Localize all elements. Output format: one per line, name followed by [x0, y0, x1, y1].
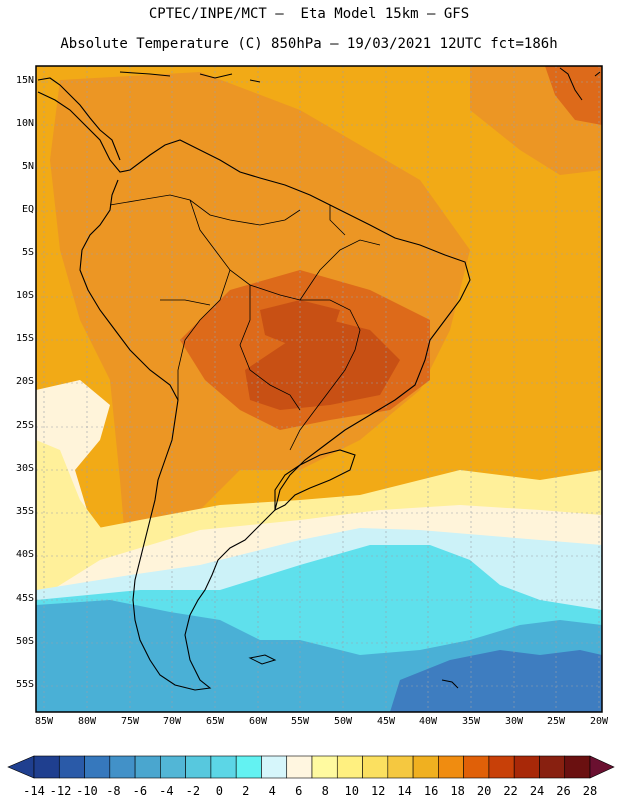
colorbar-label: 10	[344, 784, 359, 798]
colorbar-swatch	[185, 755, 212, 779]
country-borders	[109, 194, 381, 451]
colorbar-swatch	[336, 755, 363, 779]
colorbar-label: 28	[582, 784, 598, 798]
colorbar-label: -10	[76, 784, 98, 798]
colorbar-label: -12	[49, 784, 72, 798]
colorbar-swatch	[33, 755, 60, 779]
colorbar-label: 8	[321, 784, 329, 798]
colorbar-swatch	[109, 755, 136, 779]
lat-label: 15N	[15, 75, 34, 86]
colorbar-swatch	[362, 755, 389, 779]
coastline-central-america	[37, 77, 121, 161]
colorbar-label: 4	[268, 784, 276, 798]
plot-frame	[35, 65, 603, 713]
colorbar-swatch	[387, 755, 414, 779]
header-title-line1: CPTEC/INPE/MCT – Eta Model 15km – GFS	[148, 6, 470, 22]
colorbar-label: 24	[529, 784, 545, 798]
lat-label: 35S	[15, 506, 34, 517]
lon-label: 80W	[77, 716, 97, 727]
lon-label: 50W	[333, 716, 353, 727]
colorbar-label: 18	[450, 784, 465, 798]
colorbar-swatch	[286, 755, 313, 779]
lat-label: 10N	[15, 118, 34, 129]
colorbar-swatch	[564, 755, 591, 779]
colorbar-swatch	[235, 755, 262, 779]
colorbar-swatch	[438, 755, 464, 779]
colorbar-high-arrow	[589, 755, 615, 779]
colorbar	[7, 755, 615, 779]
field-very-hot-core	[245, 320, 400, 410]
colorbar-swatch	[412, 755, 439, 779]
colorbar-swatch	[513, 755, 540, 779]
lon-label: 60W	[248, 716, 268, 727]
colorbar-swatch	[84, 755, 111, 779]
temperature-field	[36, 66, 602, 712]
lon-label: 65W	[205, 716, 225, 727]
lon-label: 45W	[376, 716, 396, 727]
colorbar-label: 12	[370, 784, 386, 798]
lat-label: 50S	[15, 636, 34, 647]
lon-label: 30W	[504, 716, 524, 727]
colorbar-label: 14	[397, 784, 412, 798]
colorbar-label: 0	[215, 784, 223, 798]
lat-label: 40S	[15, 549, 34, 560]
colorbar-label: -8	[106, 784, 121, 798]
field-hot-northeast	[545, 66, 602, 125]
lat-label: 45S	[15, 593, 34, 604]
coastline-caribbean-islands	[119, 67, 601, 101]
colorbar-label: 16	[423, 784, 439, 798]
colorbar-label: -2	[185, 784, 201, 798]
colorbar-label: 6	[295, 784, 303, 798]
lat-label: 20S	[15, 376, 34, 387]
colorbar-label: 22	[503, 784, 518, 798]
colorbar-label: 20	[476, 784, 492, 798]
colorbar-swatch	[58, 755, 85, 779]
lat-label: 25S	[15, 420, 34, 431]
colorbar-swatch	[160, 755, 186, 779]
lon-label: 75W	[120, 716, 140, 727]
colorbar-swatch	[134, 755, 161, 779]
colorbar-swatch	[311, 755, 338, 779]
lat-label: 10S	[15, 290, 34, 301]
lat-label: 15S	[15, 333, 34, 344]
lon-label: 25W	[546, 716, 566, 727]
lon-label: 40W	[418, 716, 438, 727]
lon-label: 20W	[589, 716, 609, 727]
colorbar-swatch	[261, 755, 288, 779]
lon-label: 70W	[162, 716, 182, 727]
coastline-falklands	[248, 654, 277, 665]
colorbar-label: -6	[132, 784, 148, 798]
colorbar-label: 2	[242, 784, 250, 798]
lat-label: 55S	[15, 679, 34, 690]
colorbar-swatch	[539, 755, 566, 779]
colorbar-swatch	[488, 755, 515, 779]
coastline-rio-de-la-plata	[274, 449, 356, 511]
graticule	[36, 66, 602, 712]
colorbar-label: 26	[556, 784, 571, 798]
field-cool-dark-blue	[390, 650, 602, 712]
lat-label: 5N	[21, 161, 34, 172]
lon-label: 35W	[461, 716, 481, 727]
coastline-south-america	[37, 91, 471, 691]
colorbar-label: -14	[23, 784, 45, 798]
lat-label: 5S	[21, 247, 34, 258]
header-title-line2: Absolute Temperature (C) 850hPa – 19/03/…	[60, 36, 558, 52]
colorbar-low-arrow	[7, 755, 35, 779]
coastline-south-georgia	[441, 679, 459, 689]
lon-label: 85W	[34, 716, 54, 727]
lon-label: 55W	[290, 716, 310, 727]
colorbar-swatch	[210, 755, 237, 779]
lat-label: 30S	[15, 463, 34, 474]
colorbar-label: -4	[159, 784, 174, 798]
lat-label: EQ	[21, 204, 34, 215]
colorbar-swatch	[463, 755, 490, 779]
